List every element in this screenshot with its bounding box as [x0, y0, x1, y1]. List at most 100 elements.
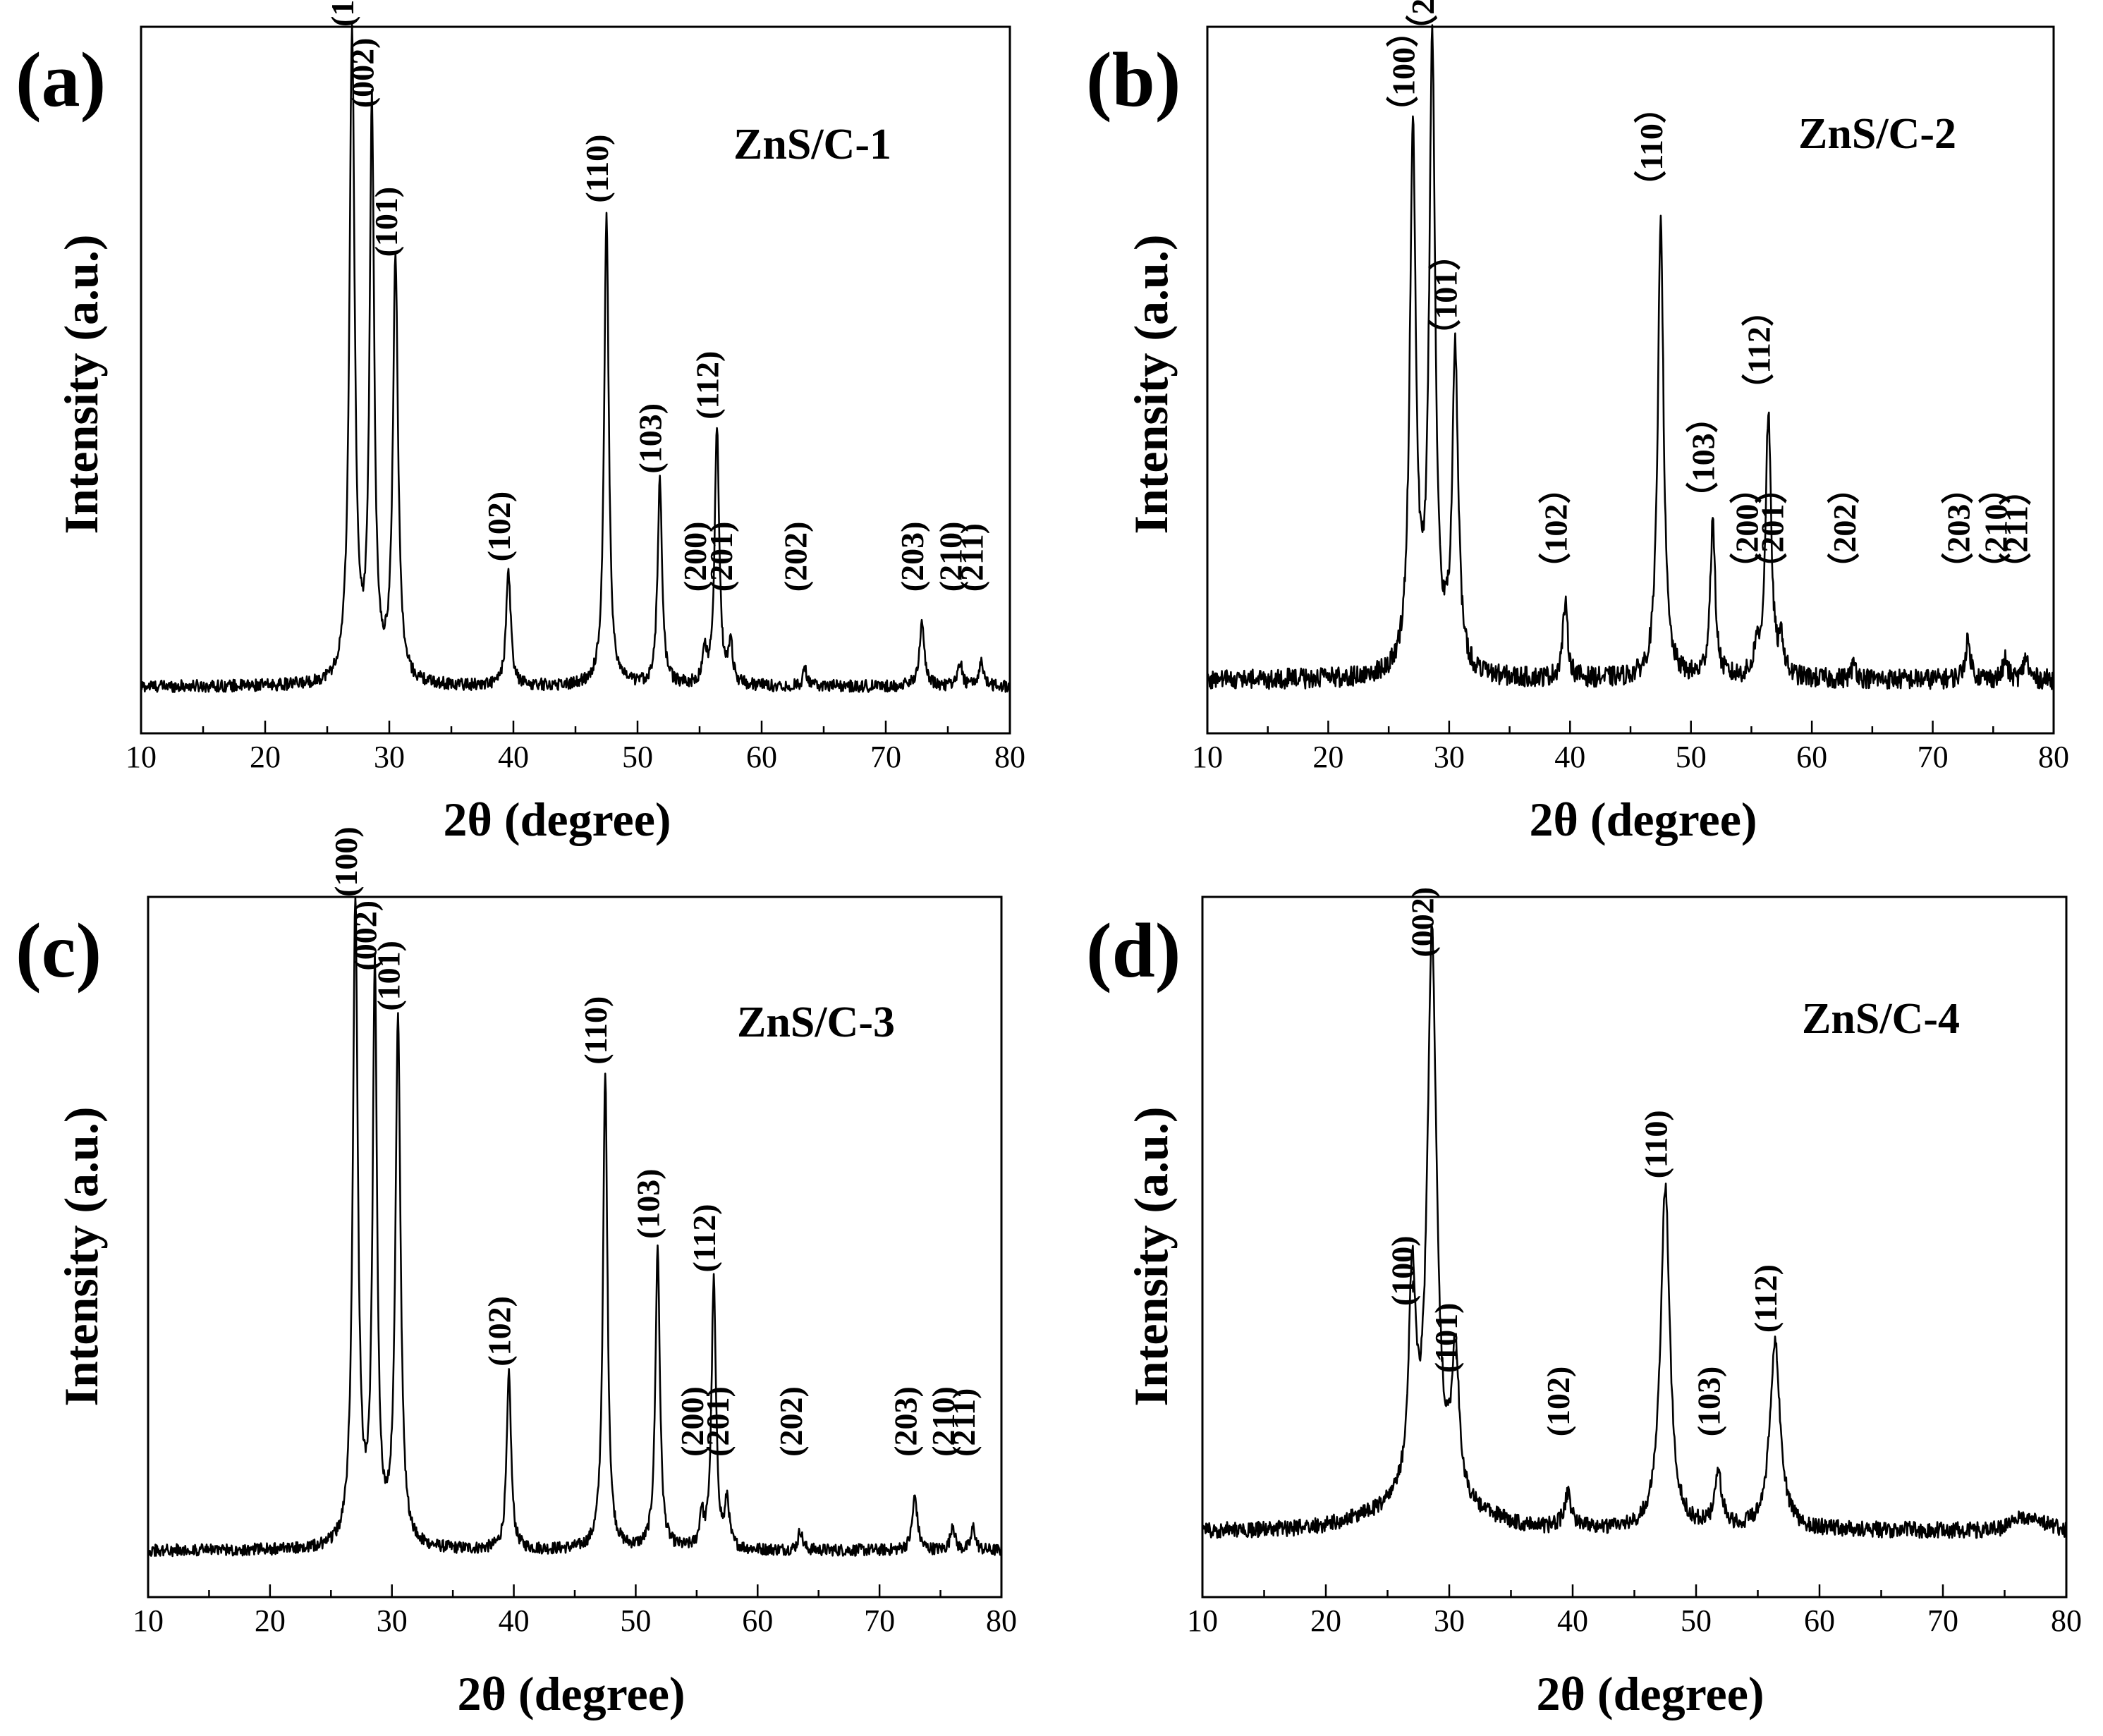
panel-letter-a: (a): [16, 37, 106, 123]
peak-label-a: (002): [344, 38, 380, 109]
x-tick-label-c: 20: [255, 1603, 286, 1638]
x-tick-label-d: 10: [1187, 1603, 1218, 1638]
peak-label-d: (103): [1691, 1367, 1727, 1437]
peak-label-d: (112): [1748, 1264, 1784, 1333]
sample-label-a: ZnS/C-1: [733, 121, 891, 169]
x-tick-label-c: 10: [133, 1603, 164, 1638]
panel-b: (b) Intensity (a.u.) 2θ (degree) 10 20 30 4…: [1086, 0, 2069, 846]
x-tick-label-b: 80: [2038, 740, 2069, 774]
peak-label-c: (102): [482, 1296, 518, 1367]
peak-label-a: (112): [690, 351, 726, 420]
peak-label-c: (203): [887, 1386, 923, 1457]
x-tick-label-a: 70: [870, 740, 901, 774]
xrd-pattern-line-a: [140, 23, 1011, 693]
panel-letter-d: (d): [1086, 907, 1181, 994]
x-tick-label-a: 40: [498, 740, 529, 774]
panel-letter-c: (c): [16, 907, 102, 994]
panel-c: (c) Intensity (a.u.) 2θ (degree) 10 20 30 4…: [16, 826, 1017, 1720]
peak-label-a: (110): [579, 134, 615, 202]
x-tick-label-a: 50: [622, 740, 653, 774]
x-tick-label-c: 80: [986, 1603, 1017, 1638]
peak-label-b: （220）: [1405, 0, 1441, 47]
peak-label-c: (002): [348, 900, 384, 971]
x-tick-label-c: 30: [377, 1603, 408, 1638]
peak-label-d: (102): [1540, 1367, 1576, 1437]
peak-label-c: (202): [773, 1386, 809, 1457]
x-tick-label-b: 10: [1192, 740, 1223, 774]
x-tick-label-a: 10: [126, 740, 157, 774]
xrd-pattern-line-c: [147, 896, 1003, 1558]
peak-label-c: (112): [686, 1204, 722, 1272]
x-tick-label-d: 80: [2051, 1603, 2082, 1638]
x-axis-title-d: 2θ (degree): [1536, 1667, 1764, 1720]
y-axis-title-a: Intensity (a.u.): [54, 234, 108, 534]
x-tick-label-b: 20: [1312, 740, 1343, 774]
peak-label-c: (210): [925, 1386, 961, 1457]
peak-label-a: (202): [778, 522, 814, 592]
peak-label-d: (101): [1428, 1303, 1464, 1374]
x-axis-title-b: 2θ (degree): [1529, 793, 1757, 846]
x-tick-label-b: 40: [1554, 740, 1585, 774]
x-tick-label-d: 70: [1927, 1603, 1958, 1638]
x-tick-label-d: 20: [1310, 1603, 1341, 1638]
peak-label-a: (203): [894, 522, 930, 592]
peak-label-b: （203）: [1940, 472, 1976, 585]
peak-label-b: （110）: [1633, 91, 1669, 202]
peak-label-c: (100): [328, 826, 364, 897]
x-tick-label-d: 50: [1681, 1603, 1712, 1638]
peak-label-b: （103）: [1686, 401, 1721, 514]
peak-label-a: (103): [633, 403, 669, 474]
x-tick-label-a: 20: [250, 740, 281, 774]
sample-label-b: ZnS/C-2: [1798, 110, 1956, 158]
peak-label-c: (201): [700, 1386, 736, 1457]
x-tick-label-c: 60: [742, 1603, 773, 1638]
peak-label-c: (110): [578, 996, 614, 1065]
y-axis-title-d: Intensity (a.u.): [1124, 1106, 1178, 1406]
x-tick-label-d: 40: [1557, 1603, 1588, 1638]
x-tick-label-c: 50: [620, 1603, 651, 1638]
x-tick-label-b: 70: [1918, 740, 1949, 774]
y-axis-title-b: Intensity (a.u.): [1124, 234, 1178, 534]
x-tick-label-d: 60: [1804, 1603, 1835, 1638]
peak-label-d: (002): [1405, 887, 1441, 958]
x-tick-label-a: 80: [994, 740, 1025, 774]
peak-label-b: （202）: [1827, 472, 1863, 585]
peak-label-a: (211): [954, 523, 990, 592]
peak-label-b: （210）: [1977, 472, 2013, 585]
peak-label-b: （200）: [1729, 472, 1764, 585]
sample-label-c: ZnS/C-3: [737, 998, 895, 1046]
peak-label-a: (201): [703, 522, 739, 592]
x-axis-title-c: 2θ (degree): [457, 1667, 685, 1720]
peak-label-d: (110): [1638, 1110, 1674, 1178]
y-axis-title-c: Intensity (a.u.): [54, 1106, 108, 1406]
sample-label-d: ZnS/C-4: [1802, 995, 1960, 1043]
panel-a: (a) Intensity (a.u.) 2θ (degree) 10 20 30 4…: [16, 0, 1025, 846]
x-tick-label-c: 70: [864, 1603, 895, 1638]
peak-label-b: （112）: [1741, 294, 1776, 405]
peak-label-d: (100): [1385, 1235, 1421, 1306]
peak-label-a: (100): [324, 0, 360, 27]
peak-label-b: （102）: [1537, 472, 1573, 585]
x-tick-label-c: 40: [499, 1603, 530, 1638]
peak-label-b: （100）: [1385, 15, 1421, 128]
panel-letter-b: (b): [1086, 37, 1181, 123]
panel-d: (d) Intensity (a.u.) 2θ (degree) 10 20 30 4…: [1086, 887, 2082, 1720]
xrd-pattern-line-b: [1207, 24, 2055, 690]
peak-label-a: (210): [933, 522, 969, 592]
peak-label-b: （201）: [1754, 472, 1790, 585]
peak-label-c: (101): [370, 941, 406, 1011]
peak-label-a: (200): [677, 522, 713, 592]
peak-label-a: (101): [368, 187, 404, 257]
peak-label-b: （211）: [1999, 473, 2035, 585]
peak-label-b: （101）: [1427, 238, 1463, 352]
xrd-pattern-line-d: [1201, 925, 2067, 1539]
x-tick-label-b: 50: [1676, 740, 1707, 774]
x-tick-label-a: 30: [374, 740, 405, 774]
x-axis-title-a: 2θ (degree): [443, 793, 671, 846]
peak-label-c: (200): [674, 1386, 710, 1457]
x-tick-label-d: 30: [1434, 1603, 1465, 1638]
x-tick-label-a: 60: [746, 740, 777, 774]
x-tick-label-b: 60: [1796, 740, 1827, 774]
x-tick-label-b: 30: [1434, 740, 1465, 774]
